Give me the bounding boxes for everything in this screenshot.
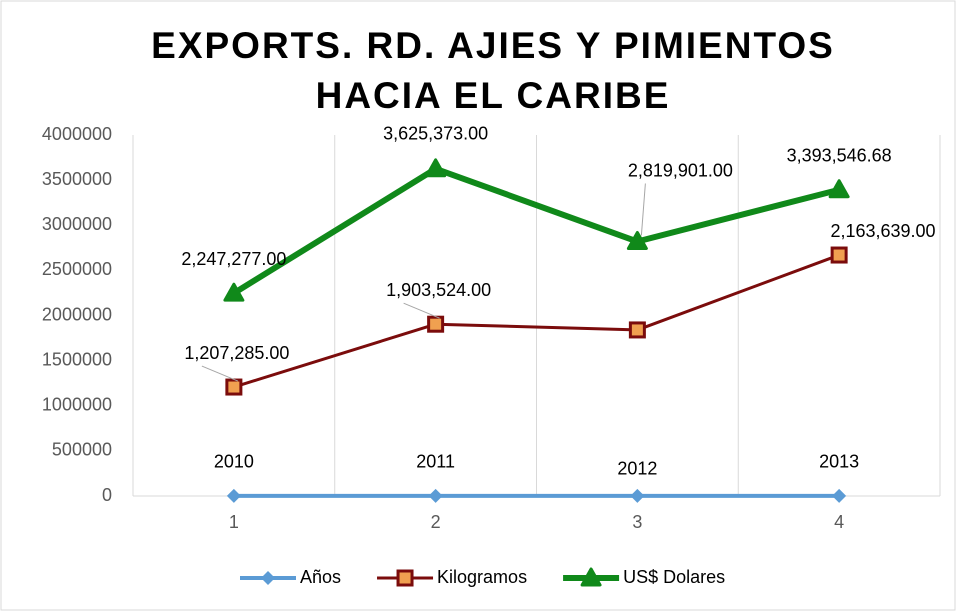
data-point	[832, 488, 847, 503]
legend-marker	[580, 567, 602, 587]
data-label: 2012	[617, 459, 657, 479]
y-tick-label: 1500000	[42, 349, 112, 369]
data-point	[630, 488, 645, 503]
y-tick-label: 0	[102, 485, 112, 505]
annotation: 2,163,639.00	[830, 221, 935, 241]
data-point	[425, 158, 447, 178]
legend-label: US$ Dolares	[623, 567, 725, 587]
y-tick-label: 2000000	[42, 304, 112, 324]
chart-title: HACIA EL CARIBE	[316, 75, 671, 116]
data-point	[225, 378, 243, 396]
data-label: 2011	[416, 452, 455, 472]
legend-label: Kilogramos	[437, 567, 527, 587]
y-tick-label: 500000	[52, 440, 112, 460]
legend-marker	[261, 571, 275, 585]
data-label: 1,903,524.00	[386, 280, 491, 300]
series-line	[233, 253, 840, 389]
data-label: 1,207,285.00	[184, 343, 289, 363]
data-label: 3,625,373.00	[383, 124, 488, 144]
data-point	[226, 488, 241, 503]
data-point	[830, 246, 848, 264]
data-label: 3,393,546.68	[787, 145, 892, 165]
series-line	[232, 165, 840, 296]
data-label: 2,247,277.00	[181, 249, 286, 269]
data-point	[828, 179, 850, 199]
y-tick-label: 3000000	[42, 214, 112, 234]
data-label: 2010	[214, 452, 254, 472]
data-point	[223, 282, 245, 302]
x-tick-label: 2	[431, 512, 441, 532]
y-tick-label: 3500000	[42, 169, 112, 189]
y-tick-label: 1000000	[42, 395, 112, 415]
chart-title: EXPORTS. RD. AJIES Y PIMIENTOS	[151, 25, 835, 66]
y-tick-label: 2500000	[42, 259, 112, 279]
data-label: 2013	[819, 452, 859, 472]
x-tick-label: 1	[229, 512, 239, 532]
leader-line	[403, 302, 440, 319]
legend-marker	[396, 569, 414, 587]
x-tick-label: 4	[834, 512, 844, 532]
legend-label: Años	[300, 567, 341, 587]
data-point	[628, 321, 646, 339]
data-point	[427, 315, 445, 333]
data-point	[626, 231, 648, 251]
y-tick-label: 4000000	[42, 124, 112, 144]
data-label: 2,819,901.00	[628, 160, 733, 180]
leader-line	[201, 365, 239, 382]
x-tick-label: 3	[632, 512, 642, 532]
data-point	[428, 488, 443, 503]
leader-line	[640, 183, 646, 236]
